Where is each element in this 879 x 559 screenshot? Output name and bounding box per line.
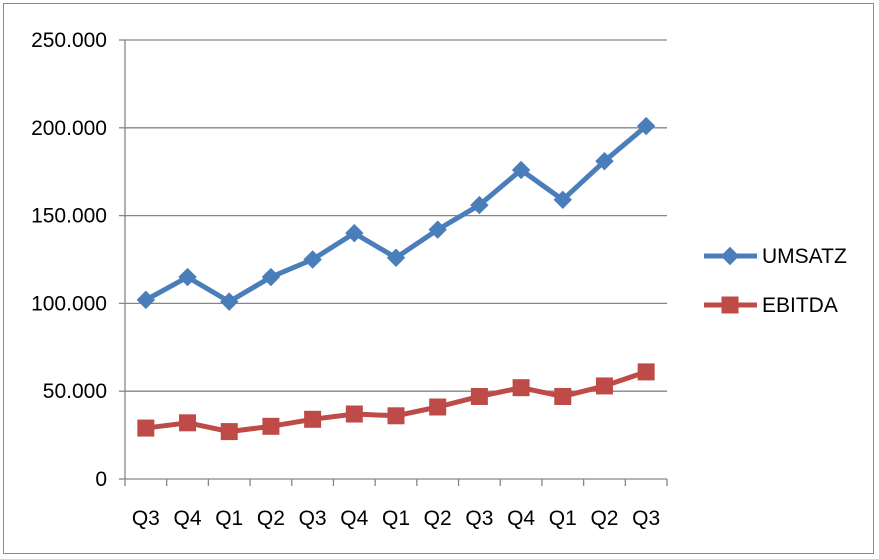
data-point-diamond — [595, 151, 614, 171]
x-tick-label: Q1 — [549, 507, 577, 530]
y-tick-label: 50.000 — [43, 380, 107, 403]
data-point-square — [345, 405, 363, 423]
legend-label: UMSATZ — [762, 245, 847, 268]
data-point-diamond — [720, 246, 740, 266]
x-tick-label: Q3 — [465, 507, 493, 530]
x-tick-label: Q2 — [424, 507, 452, 530]
legend: UMSATZ EBITDA — [704, 245, 847, 317]
series-line-umsatz — [143, 123, 649, 305]
x-tick-label: Q3 — [132, 507, 160, 530]
data-point-diamond — [220, 292, 239, 311]
data-point-diamond — [553, 190, 572, 210]
y-tick-label: 100.000 — [31, 292, 107, 315]
y-tick-label: 250.000 — [31, 29, 107, 52]
data-point-diamond — [386, 248, 406, 267]
data-point-square — [470, 387, 488, 405]
x-tick-label: Q3 — [632, 507, 660, 530]
data-point-square — [429, 398, 447, 416]
data-point-square — [721, 296, 739, 314]
series-group — [136, 116, 656, 441]
data-point-square — [637, 363, 655, 381]
x-tick-label: Q1 — [382, 507, 410, 530]
gridlines — [125, 39, 667, 392]
x-tick-label: Q1 — [215, 507, 243, 530]
chart-frame — [3, 3, 874, 554]
data-point-diamond — [136, 290, 156, 310]
legend-label: EBITDA — [762, 294, 838, 317]
data-point-diamond — [345, 223, 364, 243]
data-point-square — [512, 379, 530, 397]
data-point-diamond — [511, 160, 531, 180]
data-point-square — [220, 423, 238, 441]
x-tick-label: Q2 — [590, 507, 618, 530]
data-point-diamond — [428, 220, 447, 239]
y-tick-label: 0 — [95, 468, 107, 491]
data-point-diamond — [261, 267, 281, 287]
y-axis-tick-labels: 0 50.000 100.000 150.000 200.000 250.000 — [31, 29, 107, 491]
x-tick-label: Q4 — [340, 507, 368, 530]
y-tick-label: 200.000 — [31, 117, 107, 140]
x-tick-label: Q4 — [507, 507, 535, 530]
x-tick-label: Q3 — [299, 507, 327, 530]
data-point-diamond — [178, 267, 197, 287]
data-point-diamond — [303, 250, 322, 269]
x-tick-label: Q4 — [174, 507, 202, 530]
data-point-square — [262, 417, 280, 435]
data-point-square — [595, 377, 613, 395]
data-point-square — [554, 387, 572, 405]
data-point-square — [304, 410, 322, 428]
y-tick-label: 150.000 — [31, 205, 107, 228]
data-point-square — [387, 407, 405, 425]
data-point-diamond — [470, 195, 489, 215]
axes — [119, 39, 668, 486]
data-point-square — [179, 414, 197, 432]
data-point-square — [137, 419, 155, 437]
x-tick-label: Q2 — [257, 507, 285, 530]
x-axis-tick-labels: Q3 Q4 Q1 Q2 Q3 Q4 Q1 Q2 Q3 Q4 Q1 Q2 Q3 — [132, 507, 660, 530]
data-point-diamond — [636, 116, 656, 136]
